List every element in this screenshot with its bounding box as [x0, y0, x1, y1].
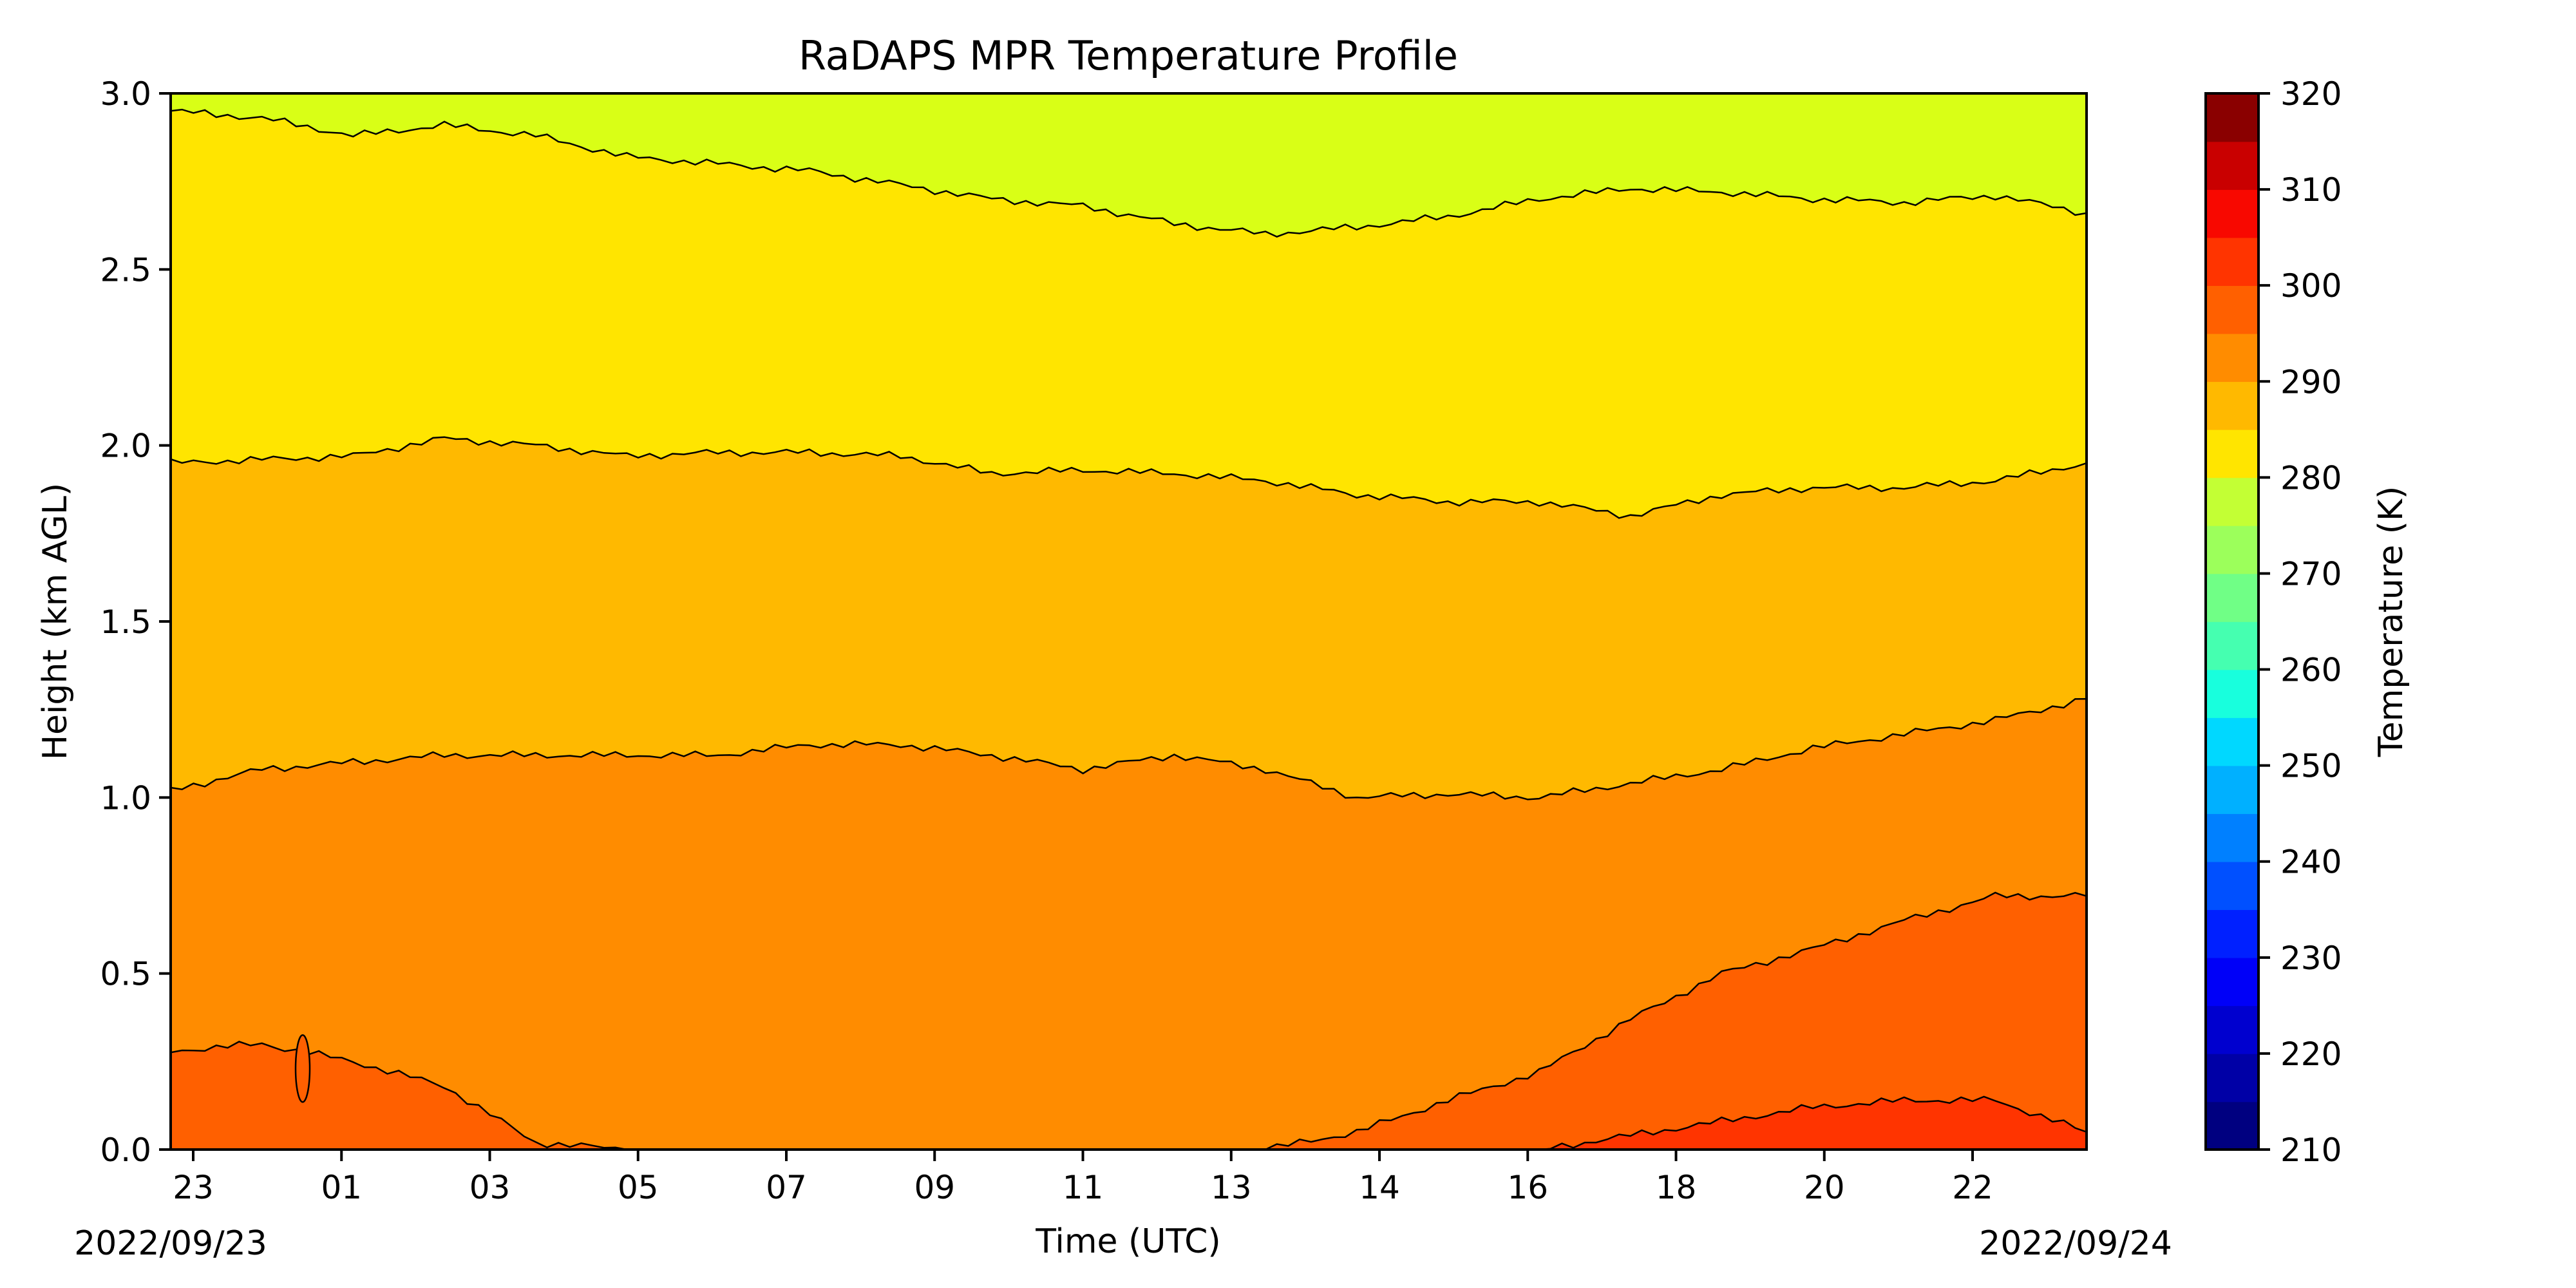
- contour-line-290: [171, 698, 2087, 800]
- contour-line-300: [171, 1095, 2087, 1150]
- x-tick-label: 07: [766, 1169, 807, 1206]
- colorbar-tick-label: 250: [2280, 748, 2342, 785]
- contour-lines: [171, 108, 2087, 1150]
- colorbar-tick-label: 300: [2280, 267, 2342, 305]
- x-tick-label: 13: [1211, 1169, 1252, 1206]
- colorbar-tick-label: 230: [2280, 940, 2342, 977]
- y-tick-label: 1.0: [100, 779, 151, 817]
- colorbar-segment: [2206, 429, 2259, 478]
- y-tick-label: 2.5: [100, 251, 151, 289]
- x-tick-label: 23: [173, 1169, 214, 1206]
- x-tick-label: 05: [618, 1169, 659, 1206]
- colorbar-segment: [2206, 477, 2259, 526]
- x-axis: 23 01 03 05 07 09 11 13 14 16 18 20 22: [173, 1150, 1993, 1206]
- y-tick-label: 0.5: [100, 956, 151, 993]
- x-tick-label: 01: [321, 1169, 362, 1206]
- contour-fills: [171, 93, 2087, 1150]
- colorbar-segment: [2206, 717, 2259, 766]
- x-tick-label: 20: [1804, 1169, 1845, 1206]
- colorbar-label: Temperature (K): [2372, 486, 2410, 758]
- colorbar-tick-label: 310: [2280, 171, 2342, 209]
- x-tick-label: 16: [1507, 1169, 1548, 1206]
- band-295: [171, 893, 2087, 1150]
- contour-line-285: [171, 436, 2087, 519]
- colorbar-tick-label: 320: [2280, 75, 2342, 113]
- colorbar-segment: [2206, 861, 2259, 911]
- x-tick-label: 11: [1063, 1169, 1104, 1206]
- x-tick-label: 18: [1656, 1169, 1697, 1206]
- colorbar: [2206, 93, 2259, 1150]
- band-300: [171, 1096, 2087, 1150]
- y-tick-label: 2.0: [100, 428, 151, 465]
- colorbar-segment: [2206, 573, 2259, 622]
- y-axis: 0.0 0.5 1.0 1.5 2.0 2.5 3.0: [100, 75, 171, 1169]
- y-tick-label: 3.0: [100, 75, 151, 113]
- colorbar-tick-label: 240: [2280, 844, 2342, 881]
- contour-line-295: [171, 891, 2087, 1150]
- y-axis-label: Height (km AGL): [36, 483, 75, 760]
- x-tick-label: 09: [914, 1169, 955, 1206]
- colorbar-segment: [2206, 381, 2259, 430]
- colorbar-segment: [2206, 1053, 2259, 1103]
- colorbar-segment: [2206, 333, 2259, 383]
- colorbar-segment: [2206, 1101, 2259, 1150]
- colorbar-segment: [2206, 189, 2259, 238]
- start-date-label: 2022/09/23: [74, 1224, 267, 1263]
- colorbar-tick-label: 260: [2280, 652, 2342, 689]
- chart-title: RaDAPS MPR Temperature Profile: [799, 32, 1458, 79]
- x-tick-label: 22: [1952, 1169, 1993, 1206]
- colorbar-segment: [2206, 957, 2259, 1007]
- x-tick-label: 03: [469, 1169, 511, 1206]
- colorbar-frame: [2204, 92, 2260, 1151]
- y-tick-label: 0.0: [100, 1132, 151, 1169]
- colorbar-ticks: 210 220 230 240 250 260 270 280 290 300 310 320: [2259, 75, 2342, 1169]
- colorbar-segment: [2206, 909, 2259, 958]
- contour-island: [294, 1034, 311, 1103]
- colorbar-tick-label: 210: [2280, 1132, 2342, 1169]
- x-axis-label: Time (UTC): [1035, 1222, 1220, 1261]
- colorbar-segment: [2206, 93, 2259, 142]
- colorbar-segment: [2206, 813, 2259, 862]
- end-date-label: 2022/09/24: [1979, 1224, 2172, 1263]
- colorbar-tick-label: 220: [2280, 1036, 2342, 1073]
- colorbar-segment: [2206, 1005, 2259, 1054]
- colorbar-tick-label: 270: [2280, 555, 2342, 592]
- colorbar-segment: [2206, 237, 2259, 286]
- plot-area: [171, 93, 2087, 1150]
- colorbar-tick-label: 290: [2280, 363, 2342, 401]
- colorbar-tick-label: 280: [2280, 459, 2342, 497]
- colorbar-segment: [2206, 525, 2259, 574]
- colorbar-segment: [2206, 285, 2259, 334]
- colorbar-segment: [2206, 669, 2259, 718]
- colorbar-segment: [2206, 765, 2259, 814]
- colorbar-segment: [2206, 141, 2259, 190]
- colorbar-segment: [2206, 621, 2259, 670]
- x-tick-label: 14: [1359, 1169, 1400, 1206]
- y-tick-label: 1.5: [100, 603, 151, 641]
- contour-line-280: [171, 108, 2087, 238]
